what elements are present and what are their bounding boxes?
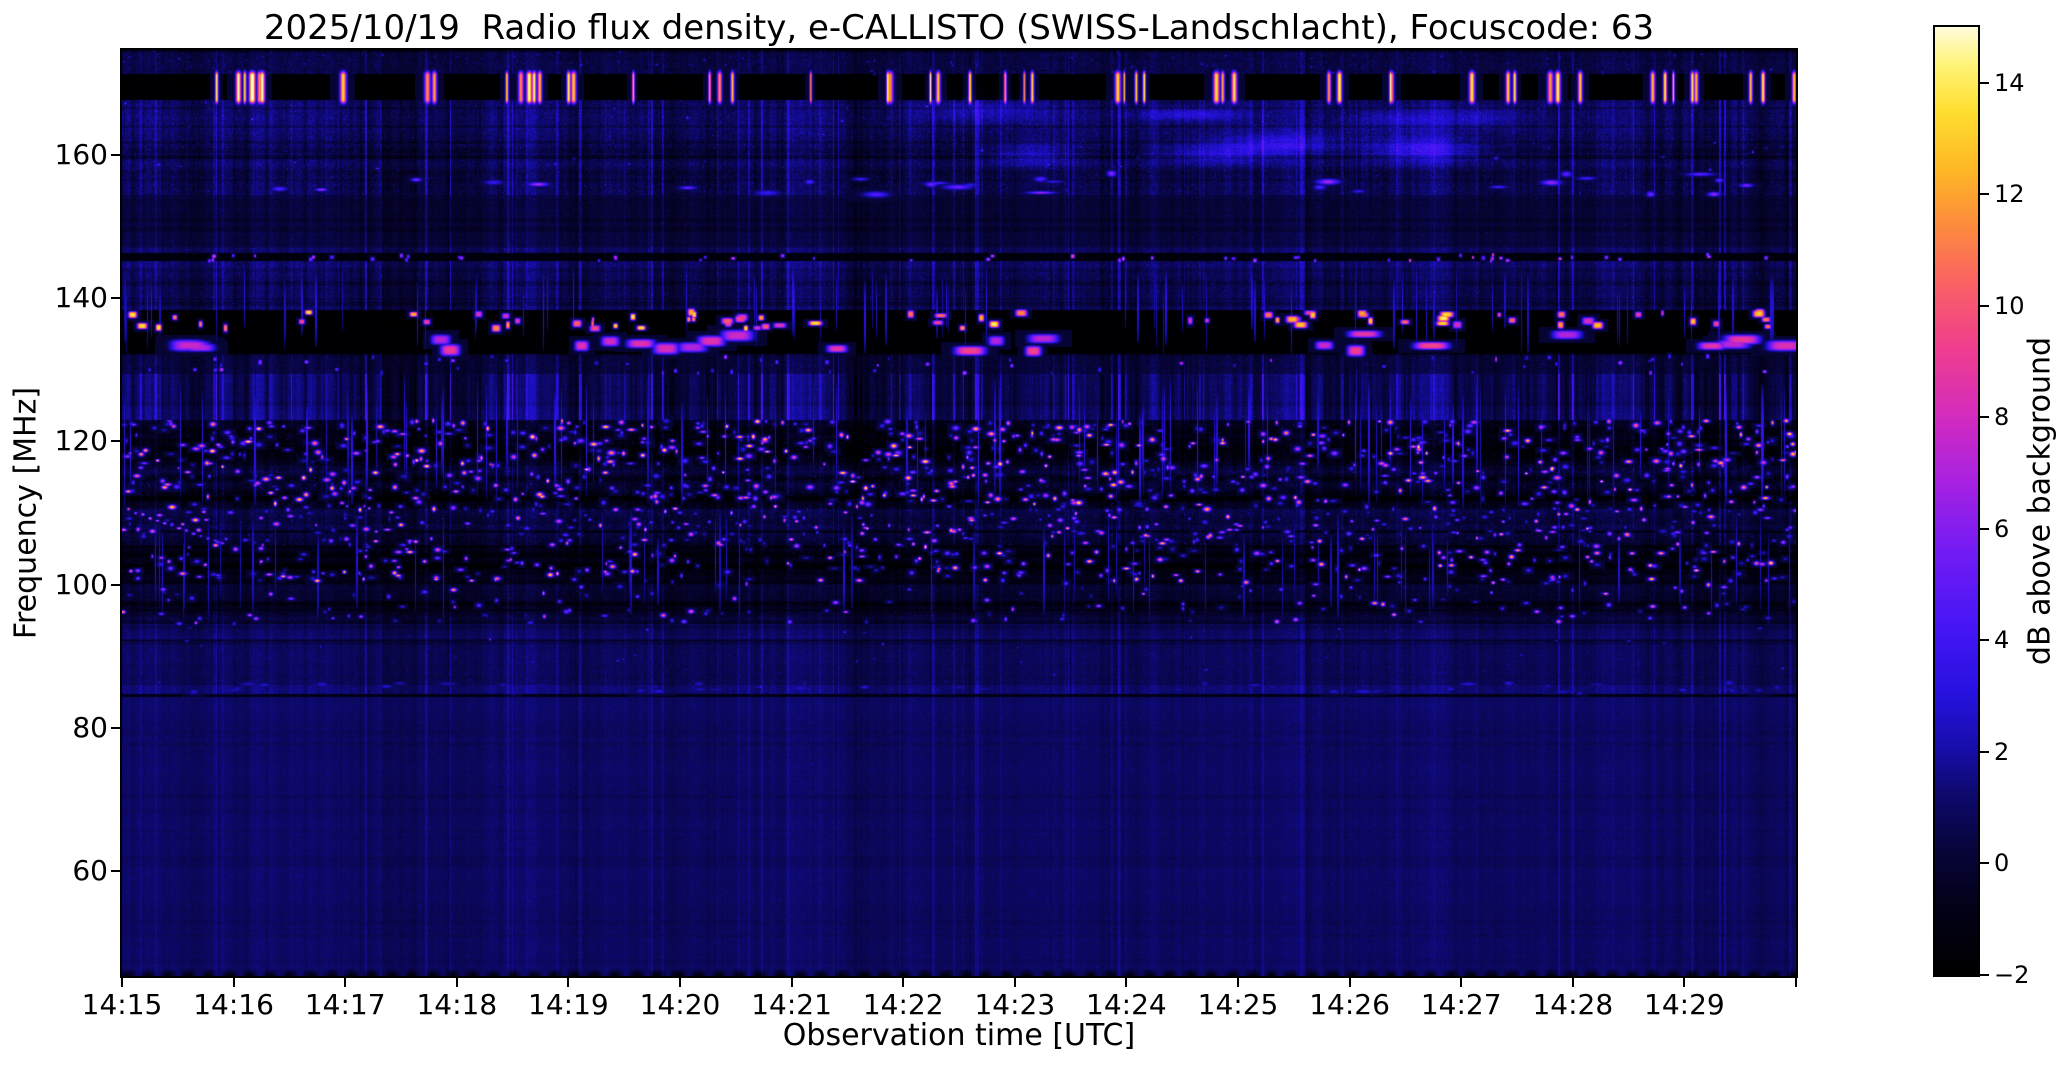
x-tick-mark <box>121 978 123 987</box>
x-tick-label: 14:17 <box>304 988 386 1021</box>
x-tick-label: 14:22 <box>862 988 944 1021</box>
x-tick-mark <box>790 978 793 987</box>
x-tick-mark <box>679 978 681 987</box>
x-tick-mark <box>1795 978 1797 987</box>
x-axis-label: Observation time [UTC] <box>782 1018 1136 1053</box>
x-tick-label: 14:16 <box>193 988 274 1021</box>
colorbar-tick-label: 8 <box>1994 403 2010 432</box>
x-tick-mark <box>902 978 905 987</box>
y-tick-label: 60 <box>72 853 108 887</box>
colorbar-tick-mark <box>1980 974 1989 976</box>
x-tick-mark <box>344 978 347 987</box>
figure-title: 2025/10/19 Radio flux density, e-CALLIST… <box>263 8 1655 48</box>
x-tick-mark <box>455 978 458 987</box>
x-tick-label: 14:18 <box>416 988 498 1021</box>
x-tick-label: 14:23 <box>974 988 1056 1021</box>
x-tick-label: 14:29 <box>1644 988 1725 1021</box>
x-tick-mark <box>1683 978 1686 987</box>
y-tick-mark <box>111 440 120 443</box>
x-tick-label: 14:15 <box>81 988 163 1021</box>
colorbar-tick-mark <box>1980 527 1989 530</box>
y-tick-label: 120 <box>54 424 108 458</box>
colorbar-tick-mark <box>1980 639 1989 642</box>
colorbar-tick-label: 14 <box>1994 68 2025 97</box>
y-tick-mark <box>111 583 120 586</box>
colorbar-label: dB above background <box>2022 336 2058 666</box>
x-tick-mark <box>1571 978 1574 987</box>
colorbar-tick-label: 2 <box>1994 737 2010 766</box>
colorbar-tick-mark <box>1980 81 1989 84</box>
colorbar-tick-mark <box>1980 416 1989 419</box>
y-tick-label: 140 <box>54 281 108 315</box>
x-tick-label: 14:27 <box>1420 988 1502 1021</box>
colorbar-tick-mark <box>1980 304 1989 307</box>
y-tick-mark <box>111 869 120 872</box>
y-axis-label: Frequency [MHz] <box>8 386 44 640</box>
x-tick-label: 14:20 <box>639 988 721 1021</box>
x-tick-mark <box>232 978 235 987</box>
y-tick-label: 160 <box>54 138 108 172</box>
colorbar-tick-label: 12 <box>1994 180 2025 209</box>
x-tick-mark <box>1237 978 1239 987</box>
x-tick-mark <box>567 978 570 987</box>
y-tick-mark <box>111 154 120 157</box>
colorbar-tick-label: 4 <box>1994 626 2010 655</box>
x-tick-label: 14:25 <box>1197 988 1279 1021</box>
y-tick-mark <box>111 297 120 300</box>
y-tick-label: 100 <box>54 567 108 601</box>
colorbar-gradient <box>1935 27 1978 975</box>
y-tick-mark <box>111 726 120 729</box>
x-tick-mark <box>1460 978 1463 987</box>
x-tick-label: 14:28 <box>1532 988 1614 1021</box>
spectrogram-heatmap <box>122 50 1796 976</box>
colorbar-tick-label: 10 <box>1994 291 2025 320</box>
x-tick-label: 14:24 <box>1086 988 1167 1021</box>
x-tick-mark <box>1125 978 1128 987</box>
x-tick-label: 14:26 <box>1309 988 1390 1021</box>
colorbar-tick-label: 6 <box>1994 514 2010 543</box>
x-tick-label: 14:19 <box>528 988 609 1021</box>
y-tick-label: 80 <box>72 710 108 744</box>
colorbar-tick-label: −2 <box>1994 961 2030 989</box>
x-tick-mark <box>1348 978 1351 987</box>
colorbar-tick-label: 0 <box>1994 849 2010 878</box>
x-tick-label: 14:21 <box>751 988 832 1021</box>
colorbar-tick-mark <box>1980 862 1989 865</box>
colorbar-tick-mark <box>1980 193 1989 196</box>
x-tick-mark <box>1013 978 1016 987</box>
colorbar-tick-mark <box>1980 750 1989 753</box>
